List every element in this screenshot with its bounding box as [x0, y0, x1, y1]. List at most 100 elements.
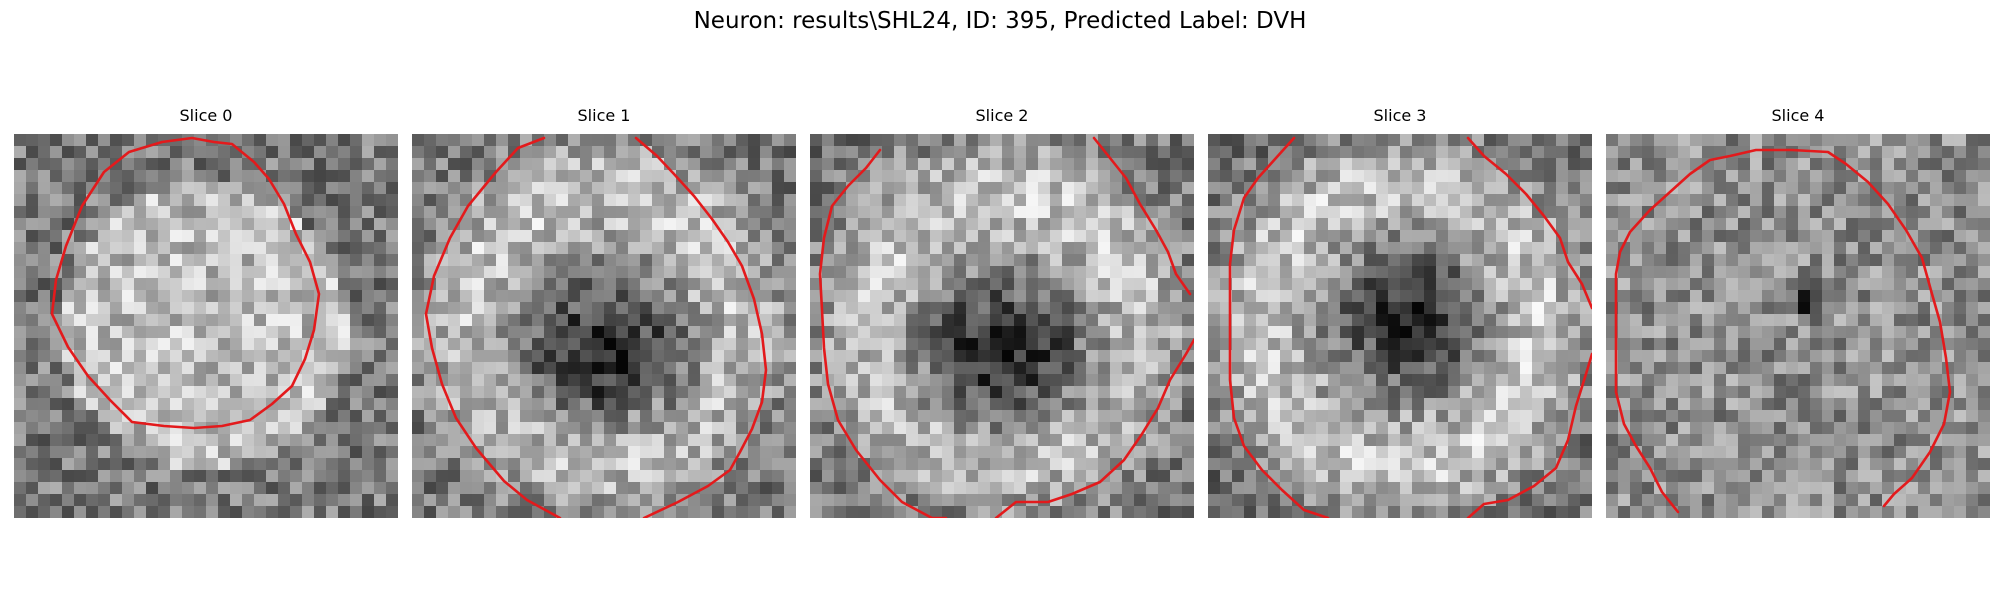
pixel: [1798, 290, 1811, 303]
pixel: [1220, 158, 1233, 171]
pixel: [1556, 194, 1569, 207]
pixel: [170, 398, 183, 411]
pixel: [242, 458, 255, 471]
pixel: [158, 350, 171, 363]
pixel: [266, 302, 279, 315]
pixel: [1484, 254, 1497, 267]
pixel: [158, 410, 171, 423]
pixel: [556, 410, 569, 423]
pixel: [1208, 398, 1221, 411]
pixel: [436, 206, 449, 219]
pixel: [700, 386, 713, 399]
pixel: [520, 470, 533, 483]
pixel: [1906, 278, 1919, 291]
pixel: [1654, 458, 1667, 471]
pixel: [122, 266, 135, 279]
pixel: [1436, 350, 1449, 363]
pixel: [568, 194, 581, 207]
pixel: [1256, 398, 1269, 411]
pixel: [810, 194, 823, 207]
pixel: [978, 422, 991, 435]
pixel: [1146, 182, 1159, 195]
pixel: [1918, 374, 1931, 387]
pixel: [460, 422, 473, 435]
pixel: [906, 266, 919, 279]
pixel: [604, 254, 617, 267]
pixel: [1472, 230, 1485, 243]
pixel: [652, 410, 665, 423]
pixel: [1448, 254, 1461, 267]
pixel: [182, 338, 195, 351]
pixel: [1978, 422, 1990, 435]
pixel: [592, 242, 605, 255]
pixel: [628, 182, 641, 195]
pixel: [170, 158, 183, 171]
pixel: [1580, 326, 1592, 339]
pixel: [1786, 362, 1799, 375]
pixel: [254, 434, 267, 447]
pixel: [436, 266, 449, 279]
pixel: [846, 326, 859, 339]
pixel: [1292, 422, 1305, 435]
pixel: [1642, 146, 1655, 159]
pixel: [942, 290, 955, 303]
pixel: [1328, 314, 1341, 327]
pixel: [508, 218, 521, 231]
pixel: [1690, 278, 1703, 291]
pixel: [1906, 158, 1919, 171]
pixel: [1340, 422, 1353, 435]
pixel: [1702, 218, 1715, 231]
pixel: [834, 218, 847, 231]
pixel: [604, 290, 617, 303]
pixel: [1412, 170, 1425, 183]
pixel: [1292, 194, 1305, 207]
pixel: [1268, 386, 1281, 399]
pixel: [676, 302, 689, 315]
pixel: [1208, 206, 1221, 219]
pixel: [74, 290, 87, 303]
pixel: [990, 410, 1003, 423]
pixel: [1774, 158, 1787, 171]
pixel: [266, 494, 279, 507]
pixel: [736, 170, 749, 183]
pixel: [1098, 398, 1111, 411]
pixel: [472, 158, 485, 171]
pixel: [374, 434, 387, 447]
pixel: [1292, 170, 1305, 183]
pixel: [1280, 458, 1293, 471]
pixel: [640, 434, 653, 447]
neuron-contour: [50, 136, 321, 430]
pixel: [266, 326, 279, 339]
pixel: [496, 458, 509, 471]
pixel: [1750, 362, 1763, 375]
pixel: [568, 410, 581, 423]
pixel: [688, 458, 701, 471]
pixel: [436, 194, 449, 207]
pixel: [1376, 314, 1389, 327]
pixel: [362, 158, 375, 171]
pixel: [1424, 218, 1437, 231]
pixel: [146, 266, 159, 279]
pixel: [556, 170, 569, 183]
pixel: [50, 470, 63, 483]
pixel: [628, 134, 641, 147]
pixel: [314, 194, 327, 207]
pixel: [326, 350, 339, 363]
pixel: [1340, 494, 1353, 507]
neuron-contour: [1092, 136, 1192, 296]
pixel: [712, 422, 725, 435]
pixel: [1002, 266, 1015, 279]
pixel: [472, 494, 485, 507]
pixel: [906, 326, 919, 339]
pixel: [362, 398, 375, 411]
pixel: [1786, 386, 1799, 399]
pixel: [930, 278, 943, 291]
pixel: [326, 362, 339, 375]
pixel: [520, 254, 533, 267]
pixel: [1014, 266, 1027, 279]
pixel: [978, 278, 991, 291]
pixel: [1316, 326, 1329, 339]
pixel: [14, 158, 27, 171]
pixel: [122, 182, 135, 195]
pixel: [50, 362, 63, 375]
